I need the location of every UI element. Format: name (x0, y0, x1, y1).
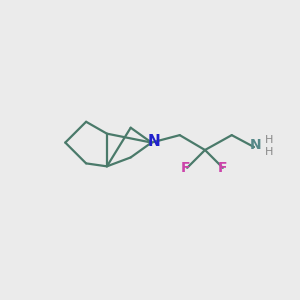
Text: F: F (218, 161, 228, 175)
Text: H: H (265, 147, 274, 158)
Text: N: N (250, 138, 261, 152)
Text: F: F (181, 161, 190, 175)
Text: H: H (265, 136, 274, 146)
Text: N: N (148, 134, 160, 149)
